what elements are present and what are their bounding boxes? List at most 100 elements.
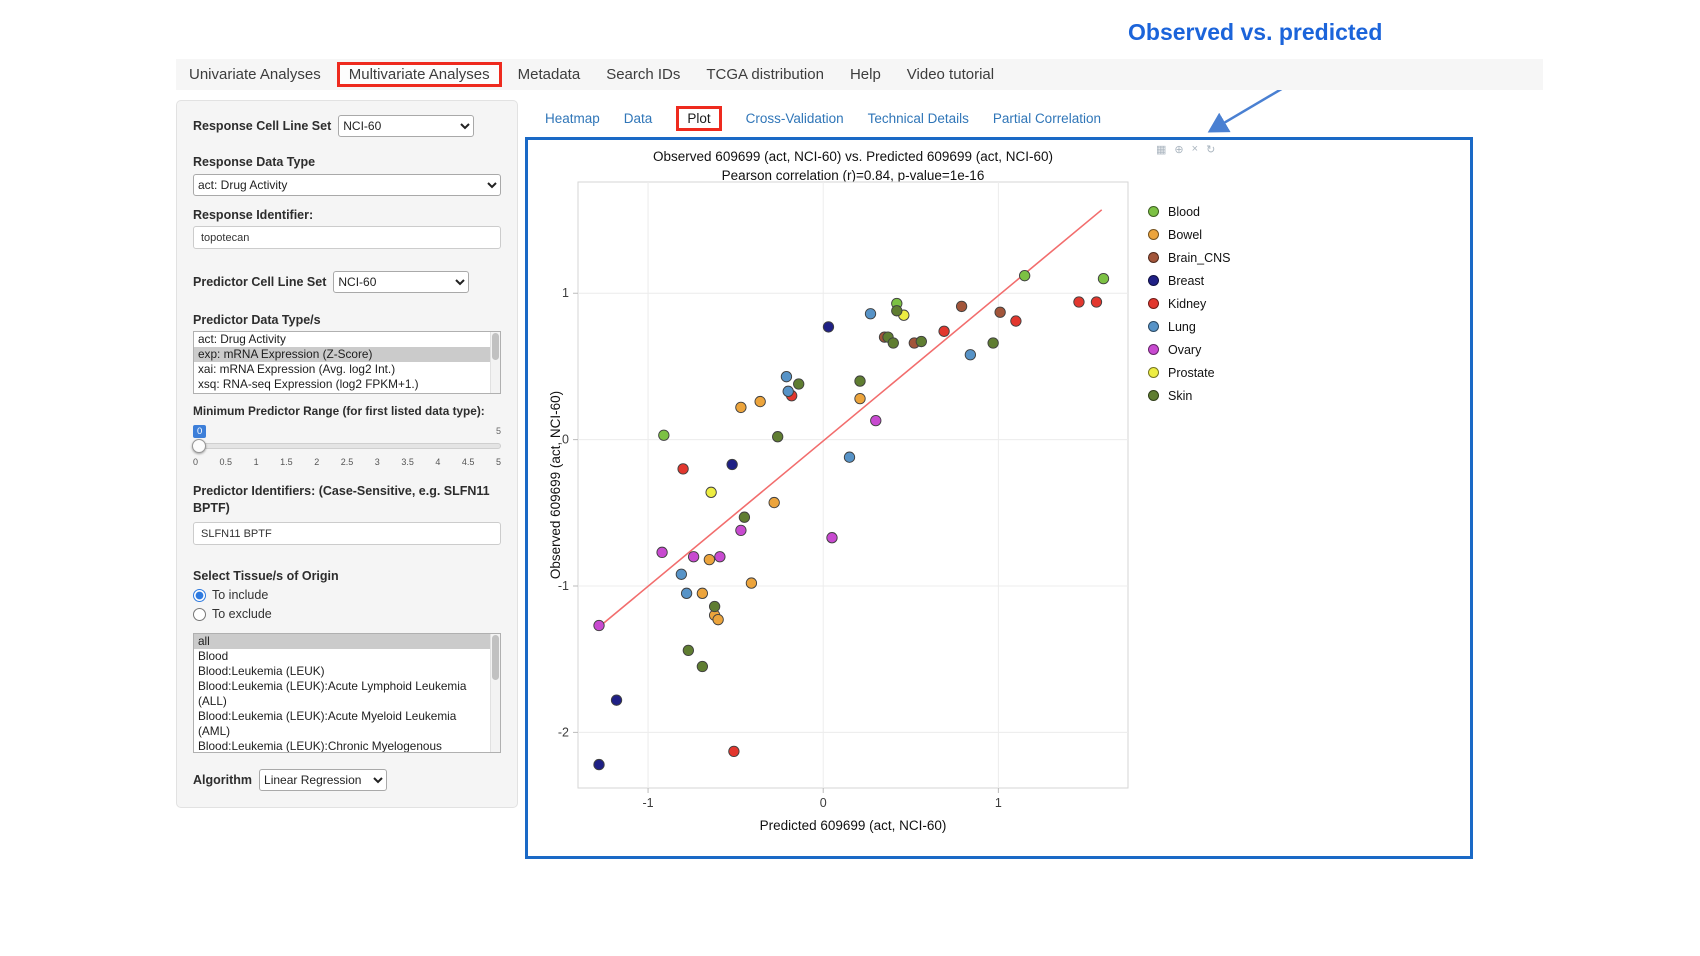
scatter-point-skin — [887, 337, 899, 349]
slider-tick-label: 1 — [253, 457, 259, 467]
legend-label: Breast — [1168, 273, 1205, 288]
response-cell-line-set-select[interactable]: NCI-60 — [338, 115, 475, 137]
tab-technical-details[interactable]: Technical Details — [867, 111, 969, 126]
nav-tab-video-tutorial[interactable]: Video tutorial — [906, 66, 995, 83]
predictor-cell-line-set-label: Predictor Cell Line Set — [193, 275, 327, 289]
slider-value-badge: 0 — [193, 424, 207, 438]
predictor-data-type-listbox[interactable]: act: Drug Activity exp: mRNA Expression (… — [193, 331, 501, 394]
slider-handle[interactable] — [192, 439, 206, 453]
scatter-point-bowel — [854, 392, 866, 405]
tissue-listbox[interactable]: all Blood Blood:Leukemia (LEUK) Blood:Leuke… — [193, 633, 501, 753]
scatter-point-skin — [915, 335, 927, 348]
slider-tick-label: 3 — [374, 457, 380, 467]
legend-entry-kidney[interactable]: Kidney — [1148, 292, 1231, 315]
scatter-point-blood — [1097, 272, 1110, 285]
tissue-origin-label: Select Tissue/s of Origin — [193, 569, 339, 583]
tissue-option[interactable]: Blood:Leukemia (LEUK):Acute Lymphoid Leu… — [198, 679, 467, 708]
scatter-point-ovary — [826, 532, 838, 544]
tissue-option[interactable]: Blood — [198, 649, 229, 663]
data-type-option-exp[interactable]: exp: mRNA Expression (Z-Score) — [194, 347, 500, 362]
data-type-option-xai[interactable]: xai: mRNA Expression (Avg. log2 Int.) — [198, 362, 396, 376]
radio-label: To exclude — [212, 607, 272, 621]
scrollbar[interactable] — [490, 634, 500, 752]
legend-entry-prostate[interactable]: Prostate — [1148, 361, 1231, 384]
legend-dot — [1148, 252, 1159, 263]
scrollbar-thumb[interactable] — [492, 635, 499, 680]
predictor-cell-line-set-select[interactable]: NCI-60 — [333, 271, 470, 293]
x-axis-label: Predicted 609699 (act, NCI-60) — [760, 818, 947, 833]
legend-entry-breast[interactable]: Breast — [1148, 269, 1231, 292]
nav-tab-multivariate-analyses[interactable]: Multivariate Analyses — [336, 62, 502, 87]
legend-entry-bowel[interactable]: Bowel — [1148, 223, 1231, 246]
legend-label: Skin — [1168, 388, 1193, 403]
tissue-option[interactable]: Blood:Leukemia (LEUK) — [198, 664, 325, 678]
legend-entry-ovary[interactable]: Ovary — [1148, 338, 1231, 361]
legend-dot — [1148, 229, 1159, 240]
slider-tick-label: 0.5 — [219, 457, 233, 467]
reset-icon[interactable]: ↻ — [1206, 144, 1216, 156]
tab-data[interactable]: Data — [623, 111, 653, 126]
min-predictor-range-slider[interactable]: 0 5 0 0.5 1 1.5 2 2.5 3 3.5 4 4.5 5 — [192, 424, 501, 467]
scatter-point-breast — [593, 758, 605, 771]
zoom-icon[interactable]: ⊕ — [1174, 144, 1184, 156]
data-type-option-xsq[interactable]: xsq: RNA-seq Expression (log2 FPKM+1.) — [198, 377, 419, 391]
close-icon[interactable]: × — [1191, 143, 1199, 155]
tissue-origin-radio-to-include[interactable]: To include — [193, 588, 501, 602]
legend-entry-lung[interactable]: Lung — [1148, 315, 1231, 338]
nav-tab-metadata[interactable]: Metadata — [517, 66, 581, 83]
nav-tab-univariate-analyses[interactable]: Univariate Analyses — [189, 66, 321, 83]
scatter-point-kidney — [677, 463, 689, 475]
scatter-point-kidney — [1073, 296, 1085, 308]
radio-input[interactable] — [193, 607, 206, 621]
response-data-type-select[interactable]: act: Drug Activity — [193, 174, 501, 196]
nav-tab-tcga-distribution[interactable]: TCGA distribution — [706, 66, 824, 83]
scrollbar[interactable] — [490, 332, 500, 393]
tissue-option[interactable]: Blood:Leukemia (LEUK):Chronic Myelogenou… — [198, 739, 442, 753]
scatter-point-lung — [680, 587, 693, 599]
legend-entry-blood[interactable]: Blood — [1148, 200, 1231, 223]
algorithm-select[interactable]: Linear Regression — [259, 769, 388, 791]
scatter-point-skin — [696, 660, 709, 673]
scatter-point-bowel — [745, 577, 758, 589]
slider-tick-label: 4.5 — [461, 457, 475, 467]
result-tabs: Heatmap Data Plot Cross-Validation Technical… — [545, 106, 1101, 131]
tab-partial-correlation[interactable]: Partial Correlation — [992, 111, 1101, 126]
response-cell-line-set-label: Response Cell Line Set — [193, 119, 332, 133]
scatter-point-ovary — [735, 524, 747, 537]
nav-tab-search-ids[interactable]: Search IDs — [606, 66, 681, 83]
tissue-option[interactable]: all — [194, 634, 500, 649]
tissue-option[interactable]: Blood:Leukemia (LEUK):Acute Myeloid Leuk… — [198, 709, 457, 738]
predictor-identifiers-input[interactable] — [193, 522, 501, 545]
algorithm-label: Algorithm — [193, 773, 253, 787]
scatter-point-bowel — [735, 401, 747, 414]
slider-track[interactable] — [193, 443, 501, 449]
scatter-point-breast — [822, 321, 835, 333]
legend-label: Kidney — [1168, 296, 1207, 311]
y-tick-label: 1 — [562, 286, 569, 300]
camera-icon[interactable]: ▦ — [1156, 144, 1167, 156]
y-tick-label: -2 — [558, 725, 569, 739]
tab-plot[interactable]: Plot — [676, 106, 722, 131]
scatter-point-skin — [793, 378, 805, 390]
scatter-point-bowel — [696, 587, 709, 599]
scatter-point-bowel — [768, 496, 780, 509]
plot-panel-background — [577, 181, 1129, 789]
nav-tab-help[interactable]: Help — [849, 66, 881, 83]
scatter-point-kidney — [728, 745, 740, 758]
scatter-point-blood — [1019, 270, 1031, 282]
scatter-point-ovary — [714, 551, 726, 563]
response-identifier-input[interactable] — [193, 226, 501, 249]
legend-entry-brain-cns[interactable]: Brain_CNS — [1148, 246, 1231, 269]
tab-heatmap[interactable]: Heatmap — [545, 111, 600, 126]
scatter-point-skin — [682, 644, 695, 657]
tissue-origin-radio-to-exclude[interactable]: To exclude — [193, 607, 501, 621]
data-type-option-act[interactable]: act: Drug Activity — [198, 332, 286, 346]
legend-entry-skin[interactable]: Skin — [1148, 384, 1231, 407]
scrollbar-thumb[interactable] — [492, 333, 499, 361]
legend-label: Blood — [1168, 204, 1200, 219]
legend-dot — [1148, 275, 1159, 286]
radio-input[interactable] — [193, 588, 206, 602]
slider-max-label: 5 — [495, 426, 501, 436]
tab-cross-validation[interactable]: Cross-Validation — [745, 111, 844, 126]
legend-label: Ovary — [1168, 342, 1202, 357]
